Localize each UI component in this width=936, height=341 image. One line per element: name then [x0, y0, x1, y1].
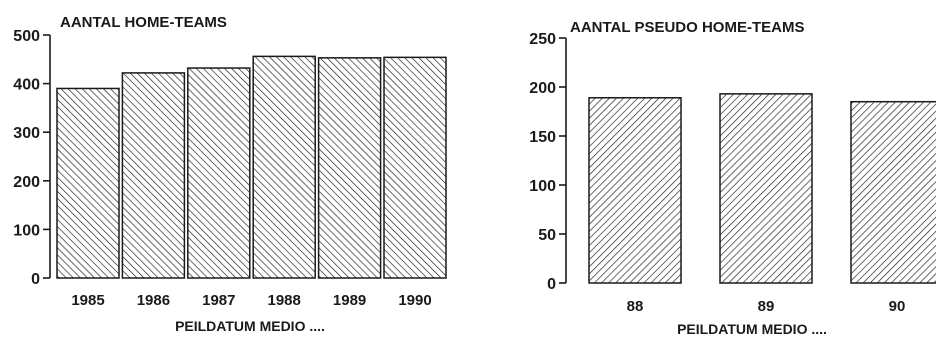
chart-pseudo-home-teams: AANTAL PSEUDO HOME-TEAMS 0 50 100 150 200 250…: [529, 19, 936, 337]
plot-area: 0 50 100 150 200 250 88 89 90: [529, 31, 936, 315]
chart-home-teams: AANTAL HOME-TEAMS 0 100 200 300 400 500 1985 19…: [13, 14, 447, 334]
bar: [187, 67, 251, 279]
y-tick-label: 200: [529, 80, 556, 97]
bar: [719, 93, 813, 284]
x-axis-label: PEILDATUM MEDIO ....: [175, 318, 325, 334]
y-tick-label: 200: [13, 174, 40, 191]
chart-title: AANTAL PSEUDO HOME-TEAMS: [570, 19, 804, 36]
y-tick-label: 0: [31, 271, 40, 288]
y-tick-label: 500: [13, 28, 40, 45]
x-tick-label: 1987: [202, 292, 235, 309]
x-tick-label: 89: [758, 298, 775, 315]
bar: [252, 55, 316, 279]
y-tick-label: 100: [13, 222, 40, 239]
x-tick-label: 90: [889, 298, 906, 315]
y-tick-label: 0: [547, 276, 556, 293]
x-tick-label: 1985: [71, 292, 104, 309]
y-tick-label: 300: [13, 125, 40, 142]
y-tick-label: 250: [529, 31, 556, 48]
x-tick-label: 1990: [398, 292, 431, 309]
bar: [383, 56, 447, 279]
y-tick-label: 50: [538, 227, 556, 244]
x-tick-label: 1986: [137, 292, 170, 309]
x-tick-label: 88: [627, 298, 644, 315]
chart-title: AANTAL HOME-TEAMS: [60, 14, 227, 31]
bar: [121, 72, 186, 279]
x-axis-label: PEILDATUM MEDIO ....: [677, 321, 827, 336]
y-tick-label: 100: [529, 178, 556, 195]
y-tick-label: 400: [13, 77, 40, 94]
x-tick-label: 1989: [333, 292, 366, 309]
plot-area: 0 100 200 300 400 500 1985 1986 1987 1988 1989 1990: [13, 28, 447, 309]
bar: [317, 57, 382, 279]
bar: [588, 97, 682, 284]
bar: [850, 100, 936, 284]
bar: [56, 87, 120, 279]
y-tick-label: 150: [529, 129, 556, 146]
x-tick-label: 1988: [268, 292, 301, 309]
